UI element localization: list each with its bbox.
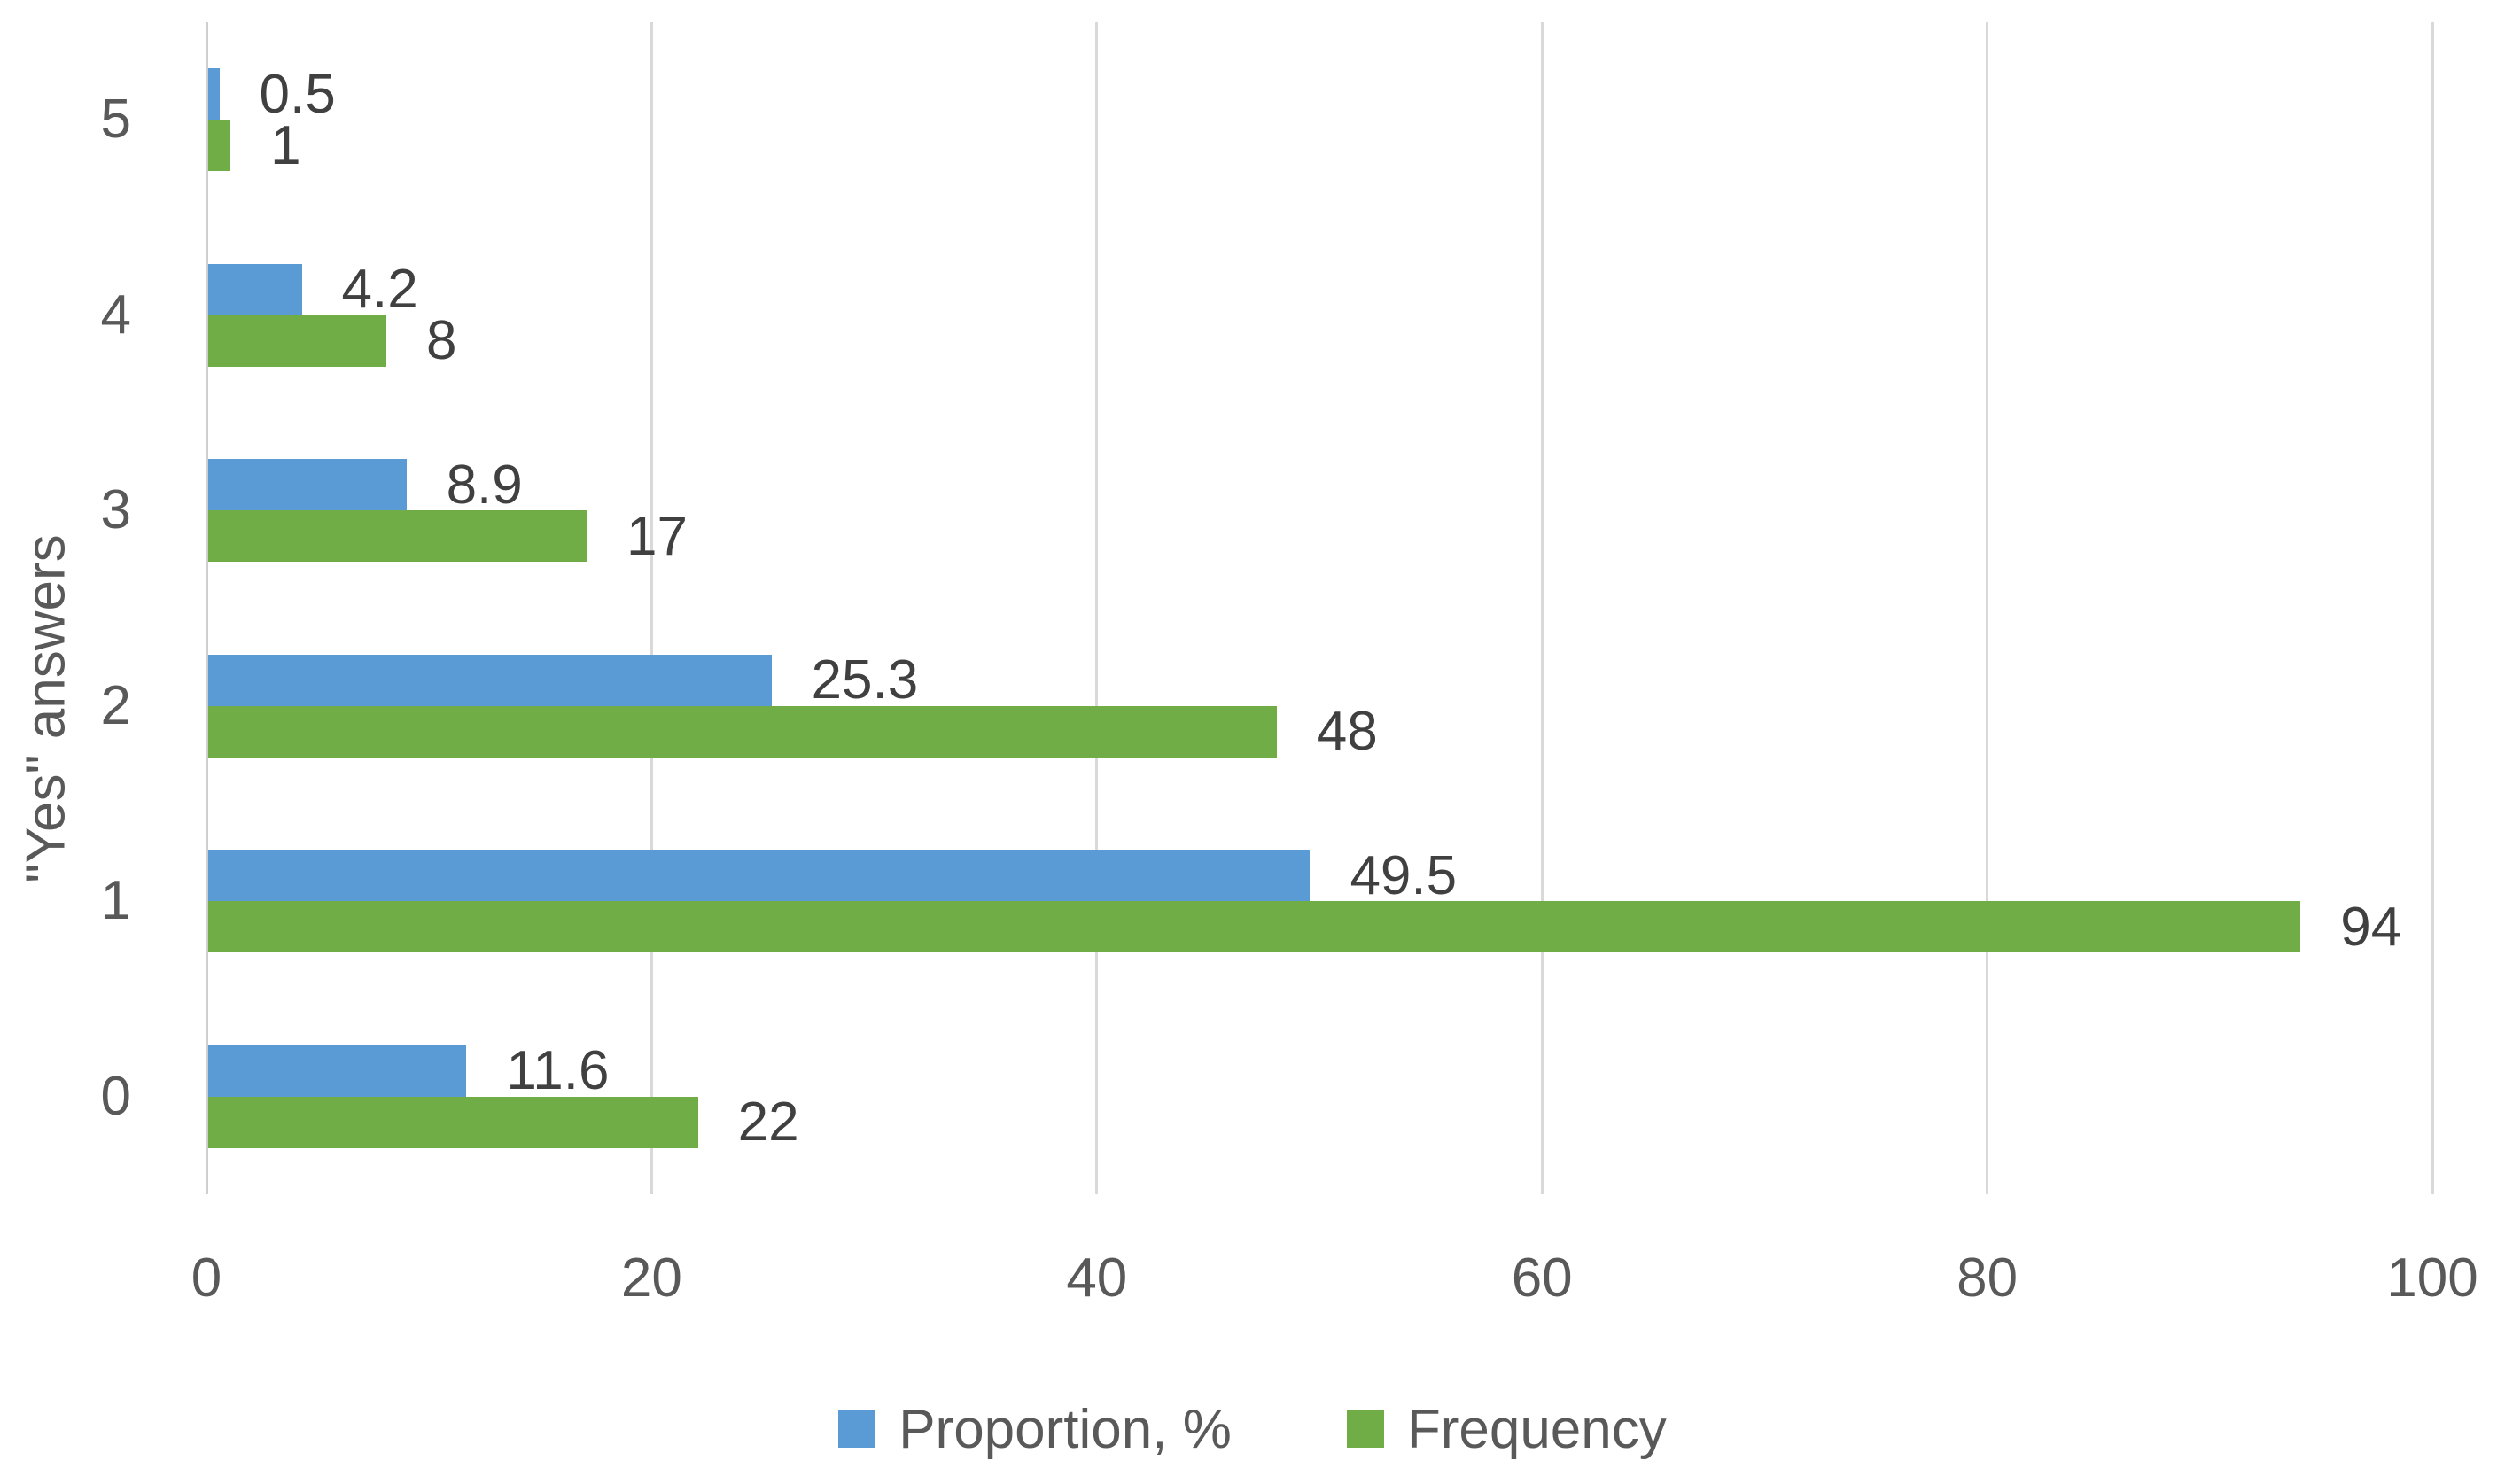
x-tick-label: 20 — [620, 1247, 682, 1309]
data-label: 49.5 — [1350, 844, 1458, 906]
x-tick-label: 40 — [1066, 1247, 1128, 1309]
bar-proportion-cat-2 — [208, 654, 772, 706]
x-tick-label: 60 — [1511, 1247, 1573, 1309]
legend: Proportion, % Frequency — [0, 1398, 2505, 1460]
category-label: 3 — [100, 479, 131, 540]
legend-item: Proportion, % — [838, 1398, 1232, 1461]
category-label: 2 — [100, 674, 131, 736]
data-label: 1 — [270, 114, 301, 176]
legend-item: Frequency — [1346, 1398, 1667, 1461]
bar-frequency-cat-3 — [208, 510, 587, 562]
gridline — [650, 22, 653, 1194]
bar-proportion-cat-1 — [208, 850, 1311, 901]
x-tick-label: 0 — [191, 1247, 222, 1309]
data-label: 48 — [1316, 701, 1378, 762]
data-label: 8 — [425, 310, 457, 371]
gridline — [1540, 22, 1544, 1194]
bar-proportion-cat-3 — [208, 459, 407, 510]
data-label: 0.5 — [259, 63, 336, 125]
y-axis-line — [205, 22, 208, 1194]
gridline — [1095, 22, 1099, 1194]
legend-swatch-icon — [838, 1410, 876, 1448]
data-label: 94 — [2340, 896, 2402, 958]
data-label: 25.3 — [811, 649, 919, 711]
data-label: 8.9 — [446, 454, 523, 516]
category-label: 1 — [100, 870, 131, 931]
legend-label: Proportion, % — [899, 1398, 1232, 1460]
data-label: 11.6 — [506, 1040, 610, 1101]
legend-label: Frequency — [1406, 1398, 1667, 1460]
bar-frequency-cat-2 — [208, 705, 1277, 758]
bar-frequency-cat-0 — [208, 1096, 698, 1148]
legend-swatch-icon — [1346, 1410, 1384, 1448]
gridline — [2431, 22, 2434, 1194]
category-label: 4 — [100, 284, 131, 346]
bar-frequency-cat-4 — [208, 315, 386, 367]
x-tick-label: 100 — [2386, 1247, 2478, 1309]
bar-proportion-cat-0 — [208, 1045, 467, 1097]
bar-frequency-cat-5 — [208, 120, 231, 171]
bar-proportion-cat-4 — [208, 263, 302, 315]
bar-frequency-cat-1 — [208, 901, 2301, 952]
category-label: 0 — [100, 1065, 131, 1127]
gridline — [1986, 22, 1989, 1194]
data-label: 4.2 — [341, 259, 418, 320]
bar-proportion-cat-5 — [208, 68, 220, 120]
category-label: 5 — [100, 89, 131, 150]
data-label: 22 — [737, 1092, 799, 1153]
data-label: 17 — [626, 505, 688, 567]
x-tick-label: 80 — [1957, 1247, 2019, 1309]
